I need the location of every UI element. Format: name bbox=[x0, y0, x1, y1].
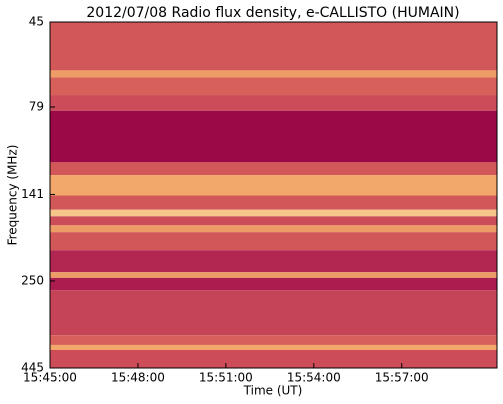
spectrogram-band bbox=[50, 225, 497, 233]
x-tick-label: 15:48:00 bbox=[111, 371, 165, 385]
spectrogram-band bbox=[50, 77, 497, 96]
spectrogram-band bbox=[50, 162, 497, 176]
x-tick-label: 15:54:00 bbox=[287, 371, 341, 385]
x-axis-label: Time (UT) bbox=[243, 384, 303, 398]
spectrogram-band bbox=[50, 350, 497, 368]
y-tick-label: 141 bbox=[21, 187, 44, 201]
spectrogram-band bbox=[50, 277, 497, 291]
spectrogram-band bbox=[50, 344, 497, 351]
chart-title: 2012/07/08 Radio flux density, e-CALLIST… bbox=[86, 5, 459, 21]
spectrogram-band bbox=[50, 290, 497, 336]
spectrogram-band bbox=[50, 22, 497, 71]
y-tick-label: 45 bbox=[29, 15, 44, 29]
spectrogram-band bbox=[50, 110, 497, 163]
spectrogram-band bbox=[50, 195, 497, 210]
spectrogram-band bbox=[50, 175, 497, 196]
spectrogram-band bbox=[50, 232, 497, 251]
spectrogram-band bbox=[50, 95, 497, 111]
spectrogram-band bbox=[50, 272, 497, 278]
spectrogram-band bbox=[50, 250, 497, 273]
spectrogram-band bbox=[50, 335, 497, 345]
y-tick-label: 79 bbox=[29, 99, 44, 113]
x-tick-label: 15:45:00 bbox=[23, 371, 77, 385]
y-tick-label: 250 bbox=[21, 273, 44, 287]
y-axis-label: Frequency (MHz) bbox=[6, 145, 20, 246]
spectrogram-band bbox=[50, 216, 497, 226]
x-tick-label: 15:51:00 bbox=[199, 371, 253, 385]
y-tick-label: 445 bbox=[21, 361, 44, 375]
plot-frame bbox=[49, 21, 498, 369]
spectrogram-band bbox=[50, 70, 497, 78]
x-tick-label: 15:57:00 bbox=[375, 371, 429, 385]
spectrogram-band bbox=[50, 209, 497, 217]
